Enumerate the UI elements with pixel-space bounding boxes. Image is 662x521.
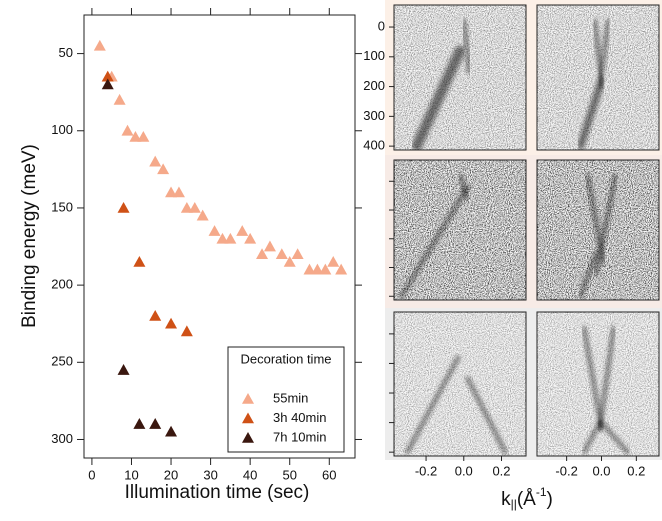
marker — [283, 255, 296, 267]
panel-frame — [536, 159, 660, 301]
marker — [165, 186, 178, 198]
y-tick-label: 300 — [363, 108, 385, 123]
panel-noise — [394, 312, 526, 456]
panel-noise — [394, 5, 526, 150]
y-tick-label: 200 — [51, 277, 73, 292]
legend-marker — [242, 412, 254, 424]
legend-title: Decoration time — [240, 351, 331, 366]
k-sup: -1 — [536, 485, 547, 499]
marker — [311, 263, 324, 275]
y-axis-label: Binding energy (meV) — [19, 144, 40, 328]
x-tick-label: -0.2 — [555, 463, 577, 478]
y-tick-label: 400 — [363, 138, 385, 153]
legend-label: 3h 40min — [273, 410, 326, 425]
x-tick-label: 20 — [164, 467, 178, 482]
marker — [263, 240, 276, 252]
y-tick-label: 300 — [51, 431, 73, 446]
marker — [137, 130, 150, 142]
k-close: ) — [547, 489, 553, 510]
legend-marker — [242, 432, 254, 443]
x-tick-label: 0.0 — [455, 463, 473, 478]
marker — [165, 317, 178, 329]
panel-frame — [393, 159, 527, 301]
panel-noise — [537, 312, 659, 456]
y-tick-label: 0 — [378, 18, 385, 33]
marker — [133, 418, 146, 429]
marker — [244, 232, 257, 244]
panel-noise — [394, 160, 526, 300]
marker — [101, 70, 114, 82]
marker — [117, 201, 130, 213]
panel-noise — [537, 160, 659, 300]
x-tick-label: 50 — [282, 467, 296, 482]
arpes-panel — [394, 5, 526, 150]
panel-frame — [536, 4, 660, 151]
marker — [319, 263, 332, 275]
marker — [216, 232, 229, 244]
y-tick-label: 150 — [51, 199, 73, 214]
marker — [180, 201, 193, 213]
marker — [93, 39, 106, 51]
panel-noise — [537, 5, 659, 150]
x-tick-label: 0.2 — [627, 463, 645, 478]
k-sub: || — [511, 497, 517, 511]
arpes-panel — [537, 5, 659, 150]
x-tick-label: 0.0 — [592, 463, 610, 478]
y-tick-label: 250 — [51, 354, 73, 369]
x-tick-label: 30 — [203, 467, 217, 482]
k-unit: (Å — [517, 489, 536, 510]
x-tick-label: -0.2 — [415, 463, 437, 478]
marker — [133, 255, 146, 267]
y-tick-label: 100 — [363, 48, 385, 63]
marker — [180, 325, 193, 337]
marker — [149, 155, 162, 167]
marker — [113, 93, 126, 105]
arpes-panel — [394, 160, 526, 300]
marker — [236, 225, 249, 236]
panel-frame — [393, 311, 527, 457]
marker — [275, 248, 288, 260]
marker — [335, 263, 348, 275]
marker — [121, 124, 134, 136]
x-axis-label: Illumination time (sec) — [125, 482, 310, 503]
marker — [196, 209, 209, 221]
plot-frame — [83, 14, 356, 459]
marker — [101, 78, 114, 90]
marker — [172, 186, 185, 198]
marker — [165, 425, 178, 437]
marker — [129, 130, 142, 142]
x-tick-label: 10 — [124, 467, 138, 482]
legend-label: 55min — [273, 390, 308, 405]
arpes-panel — [537, 312, 659, 456]
marker — [224, 232, 237, 244]
x-tick-label: 0.2 — [492, 463, 510, 478]
y-tick-label: 50 — [59, 45, 73, 60]
legend-marker — [242, 393, 254, 404]
x-tick-label: 60 — [322, 467, 336, 482]
marker — [117, 364, 130, 375]
arpes-panel — [394, 312, 526, 456]
legend-label: 7h 10min — [273, 429, 326, 444]
marker — [208, 225, 221, 236]
k-axis-label: k||(Å-1) — [501, 485, 553, 511]
x-tick-label: 40 — [243, 467, 257, 482]
marker — [256, 248, 269, 260]
marker — [291, 248, 304, 260]
marker — [303, 263, 316, 275]
y-tick-label: 200 — [363, 78, 385, 93]
x-tick-label: 0 — [88, 467, 95, 482]
arpes-panel — [537, 160, 659, 300]
marker — [149, 418, 162, 429]
panel-frame — [536, 311, 660, 457]
marker — [327, 255, 340, 267]
marker — [157, 163, 170, 175]
y-tick-label: 100 — [51, 122, 73, 137]
marker — [149, 309, 162, 321]
marker — [188, 201, 201, 213]
k-label: k — [501, 489, 511, 510]
panel-frame — [393, 4, 527, 151]
